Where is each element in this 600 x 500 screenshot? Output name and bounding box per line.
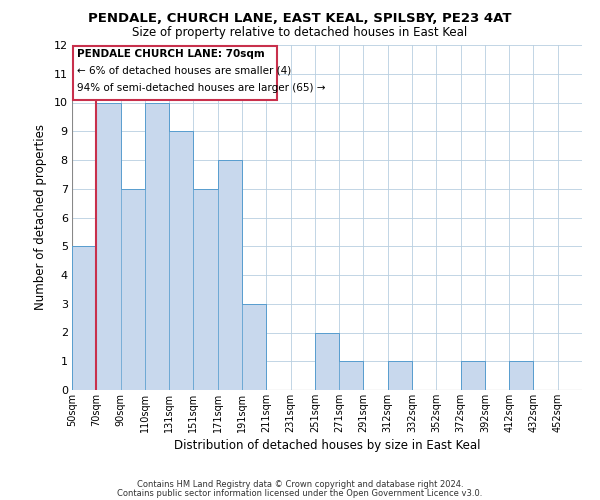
Text: PENDALE CHURCH LANE: 70sqm: PENDALE CHURCH LANE: 70sqm bbox=[77, 48, 265, 58]
Bar bbox=[72, 246, 96, 390]
Bar bbox=[509, 361, 533, 390]
Bar bbox=[315, 332, 339, 390]
Bar bbox=[121, 188, 145, 390]
FancyBboxPatch shape bbox=[73, 46, 277, 100]
Bar bbox=[96, 102, 121, 390]
Bar bbox=[193, 188, 218, 390]
Bar bbox=[145, 102, 169, 390]
Text: PENDALE, CHURCH LANE, EAST KEAL, SPILSBY, PE23 4AT: PENDALE, CHURCH LANE, EAST KEAL, SPILSBY… bbox=[88, 12, 512, 26]
Text: Contains public sector information licensed under the Open Government Licence v3: Contains public sector information licen… bbox=[118, 489, 482, 498]
Bar bbox=[169, 131, 193, 390]
Bar bbox=[242, 304, 266, 390]
Bar bbox=[461, 361, 485, 390]
Text: Contains HM Land Registry data © Crown copyright and database right 2024.: Contains HM Land Registry data © Crown c… bbox=[137, 480, 463, 489]
Y-axis label: Number of detached properties: Number of detached properties bbox=[34, 124, 47, 310]
Text: Size of property relative to detached houses in East Keal: Size of property relative to detached ho… bbox=[133, 26, 467, 39]
Bar bbox=[339, 361, 364, 390]
Bar bbox=[388, 361, 412, 390]
Text: 94% of semi-detached houses are larger (65) →: 94% of semi-detached houses are larger (… bbox=[77, 83, 325, 93]
Bar bbox=[218, 160, 242, 390]
X-axis label: Distribution of detached houses by size in East Keal: Distribution of detached houses by size … bbox=[174, 439, 480, 452]
Text: ← 6% of detached houses are smaller (4): ← 6% of detached houses are smaller (4) bbox=[77, 66, 291, 76]
